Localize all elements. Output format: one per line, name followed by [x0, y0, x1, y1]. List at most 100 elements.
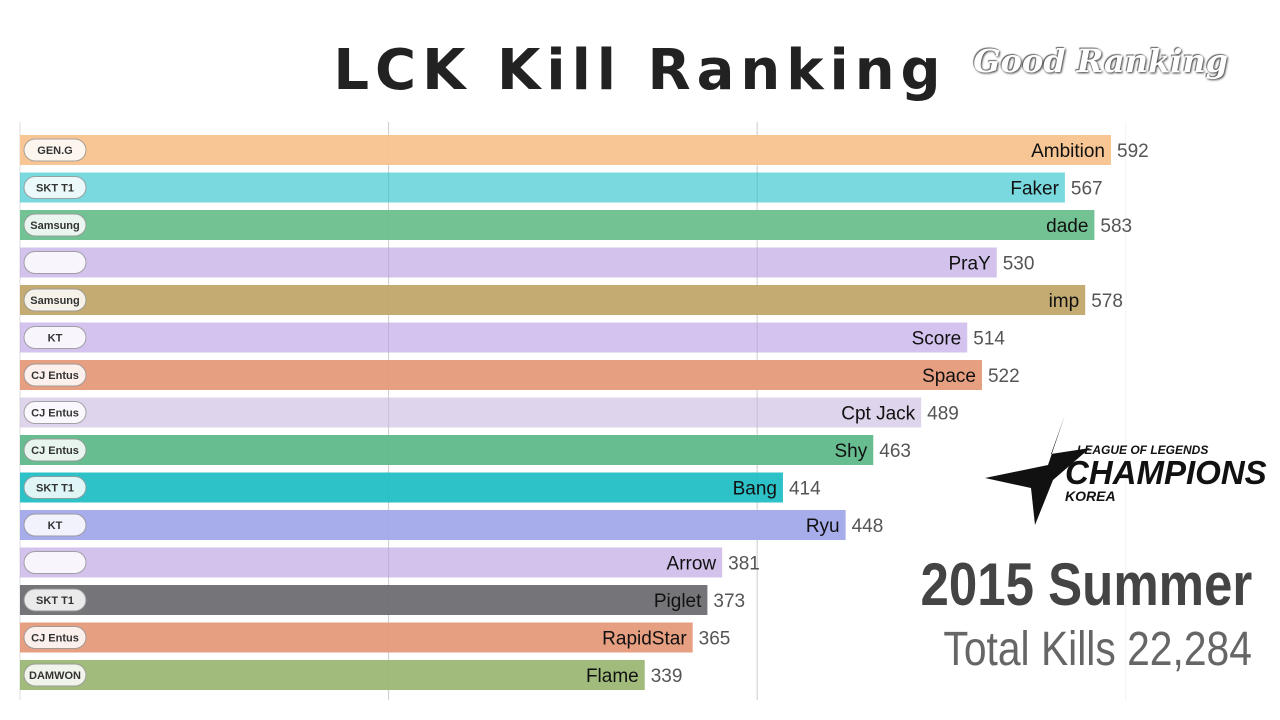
team-name: KT	[48, 520, 63, 532]
team-name: CJ Entus	[31, 408, 79, 420]
bar-value: 365	[699, 629, 731, 650]
bar-cpt-jack: CJ Entus Cpt Jack 489	[20, 397, 959, 428]
team-logo-icon	[23, 326, 87, 349]
bar-dade: Samsung dade 583	[20, 210, 1132, 240]
bar-label: RapidStar	[602, 629, 687, 650]
bar-value: 339	[651, 666, 683, 687]
bar-value: 530	[1003, 254, 1035, 275]
bar-arrow: Arrow 381	[20, 547, 760, 578]
team-logo-icon	[23, 626, 87, 649]
bar-label: Arrow	[667, 554, 717, 575]
bar	[20, 210, 1095, 240]
team-logo-icon	[23, 476, 87, 499]
bar-ambition: GEN.G Ambition 592	[20, 135, 1149, 165]
chart-title: LCK Kill Ranking	[333, 38, 947, 103]
bar-value: 414	[789, 479, 821, 500]
bar-value: 463	[879, 441, 911, 462]
bar-label: dade	[1046, 216, 1088, 237]
bar	[20, 135, 1111, 165]
bar-value: 522	[988, 366, 1020, 387]
team-name: Samsung	[30, 295, 80, 307]
bar-label: Flame	[586, 666, 639, 687]
total-value: 22,284	[1127, 623, 1252, 676]
bar-label: Ryu	[806, 516, 840, 537]
logo-line2: CHAMPIONS	[1065, 454, 1267, 491]
team-logo-icon	[23, 288, 87, 312]
bar-label: Ambition	[1031, 141, 1105, 162]
bar	[20, 622, 693, 653]
bar-ryu: KT Ryu 448	[20, 510, 883, 540]
team-logo-icon	[23, 251, 87, 274]
season-label: 2015 Summer	[920, 551, 1252, 618]
bar-label: Score	[912, 329, 962, 350]
team-name: Samsung	[30, 220, 80, 232]
bar	[20, 472, 783, 503]
bar-shy: CJ Entus Shy 463	[20, 435, 911, 465]
team-logo-icon	[23, 176, 87, 199]
bar-space: CJ Entus Space 522	[20, 360, 1020, 390]
team-logo-icon	[23, 438, 87, 462]
bar-label: PraY	[948, 254, 991, 275]
bar-piglet: SKT T1 Piglet 373	[20, 585, 745, 615]
bar-imp: Samsung imp 578	[20, 285, 1123, 315]
bar	[20, 435, 874, 465]
bar	[20, 660, 645, 690]
bar-value: 583	[1100, 216, 1132, 237]
team-logo-icon	[23, 588, 87, 612]
bar-value: 373	[713, 591, 745, 612]
bar-label: Shy	[835, 441, 868, 462]
total-label: Total Kills	[943, 623, 1116, 676]
team-name: CJ Entus	[31, 370, 79, 382]
bar-value: 448	[852, 516, 884, 537]
bar-faker: SKT T1 Faker 567	[20, 172, 1103, 203]
bar-rapidstar: CJ Entus RapidStar 365	[20, 622, 731, 653]
bar	[20, 172, 1065, 203]
bar-score: KT Score 514	[20, 322, 1005, 353]
bar-label: Bang	[733, 479, 777, 500]
bar-label: Cpt Jack	[841, 404, 915, 425]
bar-flame: DAMWON Flame 339	[20, 660, 682, 690]
bar	[20, 322, 968, 353]
bar	[20, 397, 922, 428]
team-name: CJ Entus	[31, 445, 79, 457]
bar	[20, 285, 1086, 315]
bar-label: Faker	[1010, 179, 1059, 200]
logo-line1: LEAGUE OF LEGENDS	[1077, 443, 1208, 457]
brand-watermark: Good Ranking	[973, 42, 1228, 80]
bar-pray: PraY 530	[20, 247, 1035, 278]
team-name: CJ Entus	[31, 633, 79, 645]
team-logo-icon	[23, 213, 87, 237]
team-name: SKT T1	[36, 483, 74, 495]
bar	[20, 547, 723, 578]
bar-value: 567	[1071, 179, 1103, 200]
team-logo-icon	[23, 363, 87, 387]
team-logo-icon	[23, 663, 87, 687]
team-name: GEN.G	[37, 145, 72, 157]
team-name: DAMWON	[29, 670, 81, 682]
bar-value: 592	[1117, 141, 1149, 162]
bar	[20, 360, 982, 390]
team-name: KT	[48, 333, 63, 345]
bar	[20, 510, 846, 540]
team-logo-icon	[23, 401, 87, 424]
team-logo-icon	[23, 551, 87, 574]
bar-label: Piglet	[654, 591, 702, 612]
bar	[20, 247, 997, 278]
bar-value: 514	[973, 329, 1005, 350]
star-icon	[985, 415, 1090, 525]
bar-label: Space	[922, 366, 976, 387]
team-name: SKT T1	[36, 595, 74, 607]
team-logo-icon	[23, 138, 87, 162]
team-name: SKT T1	[36, 183, 74, 195]
total-kills: Total Kills 22,284	[944, 622, 1252, 677]
bar-label: imp	[1049, 291, 1080, 312]
bar-value: 578	[1091, 291, 1123, 312]
bar-value: 381	[728, 554, 760, 575]
bar-value: 489	[927, 404, 959, 425]
bar-bang: SKT T1 Bang 414	[20, 472, 821, 503]
team-logo-icon	[23, 513, 87, 537]
lck-logo: LEAGUE OF LEGENDS CHAMPIONS KOREA	[985, 415, 1267, 525]
logo-line3: KOREA	[1065, 488, 1116, 504]
bar	[20, 585, 708, 615]
